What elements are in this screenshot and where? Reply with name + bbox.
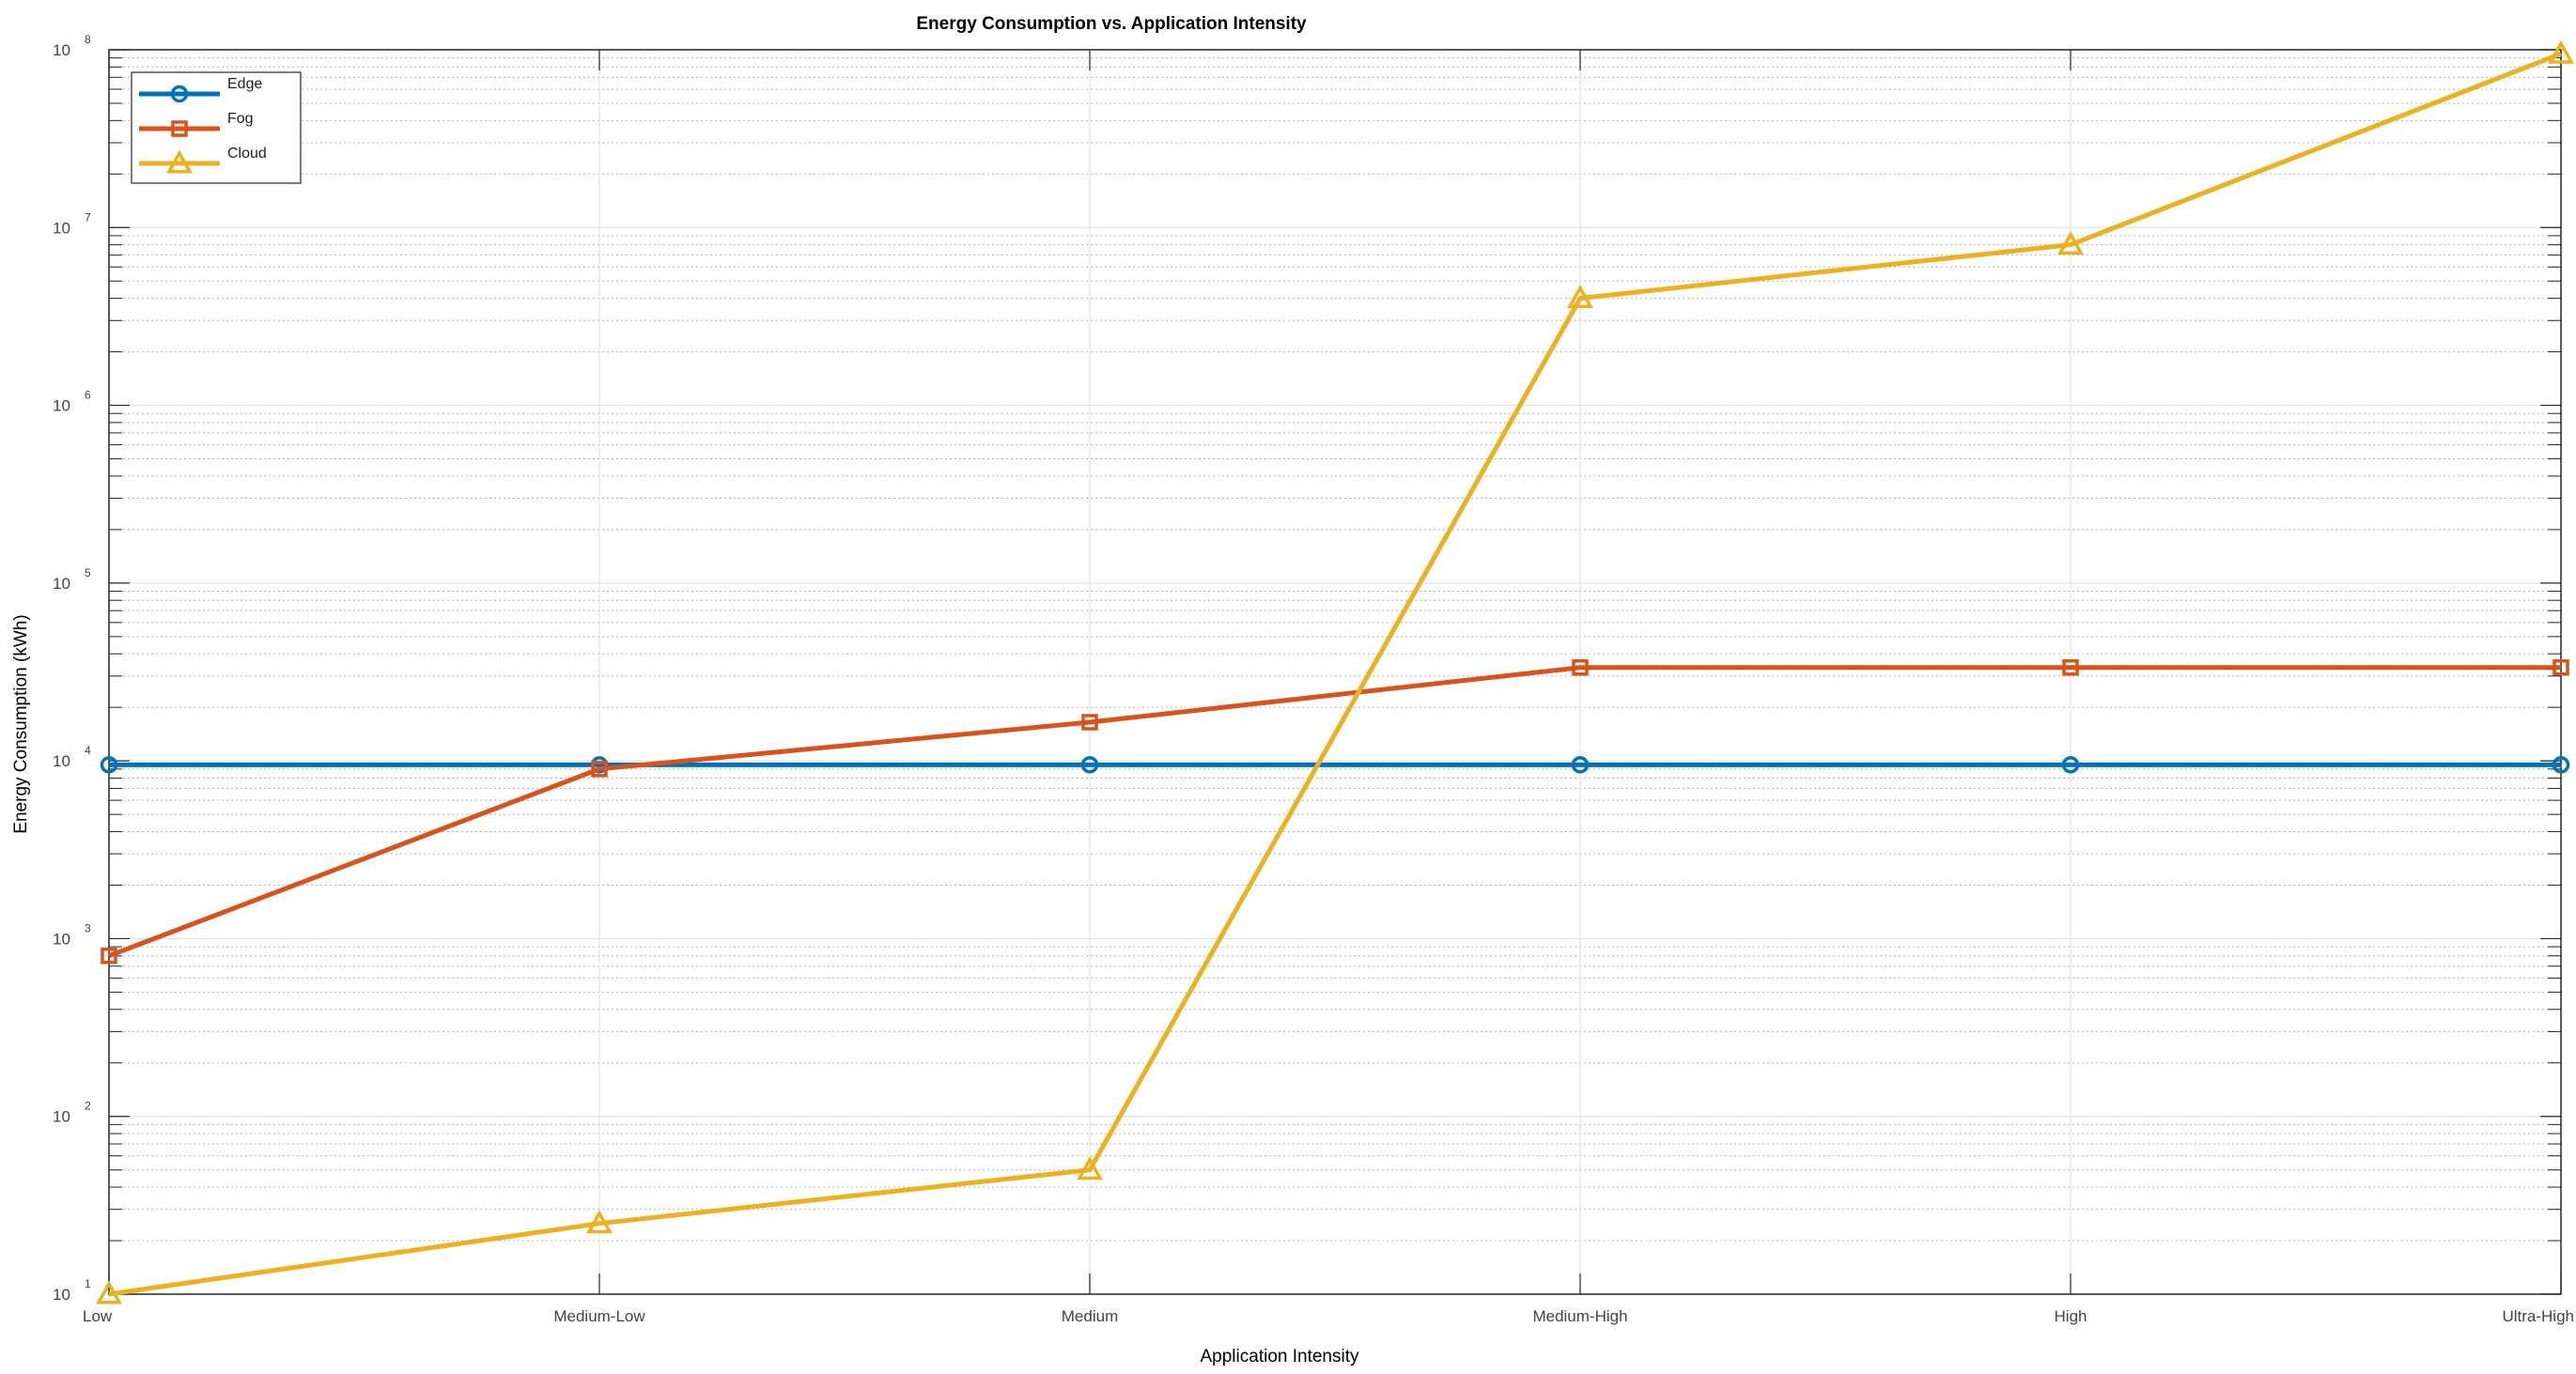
data-point-fog bbox=[591, 761, 608, 778]
chart-title: Energy Consumption vs. Application Inten… bbox=[916, 14, 1307, 34]
y-tick-exponent: 7 bbox=[85, 210, 91, 224]
data-point-edge bbox=[2061, 756, 2080, 774]
data-point-fog bbox=[2062, 659, 2079, 676]
data-point-fog bbox=[101, 948, 117, 965]
y-tick-label: 10 bbox=[53, 575, 70, 593]
y-axis-label: Energy Consumption (kWh) bbox=[11, 614, 31, 833]
x-tick-label: Ultra-High bbox=[2502, 1307, 2574, 1325]
series-cloud bbox=[96, 39, 2574, 1305]
data-point-fog bbox=[1081, 714, 1098, 731]
legend-label-cloud: Cloud bbox=[227, 146, 267, 162]
data-point-edge bbox=[2552, 756, 2570, 774]
x-tick-label: Medium-Low bbox=[553, 1307, 645, 1325]
plot-frame bbox=[108, 49, 2562, 1295]
legend-marker-fog bbox=[171, 120, 188, 137]
data-point-cloud bbox=[1567, 285, 1593, 309]
y-tick-label: 10 bbox=[53, 397, 70, 415]
x-tick-label: Medium bbox=[1062, 1307, 1118, 1325]
y-tick-exponent: 5 bbox=[85, 566, 91, 579]
data-point-cloud bbox=[586, 1210, 613, 1234]
y-tick-label: 10 bbox=[53, 1108, 70, 1126]
data-point-fog bbox=[1572, 659, 1589, 676]
data-point-cloud bbox=[1077, 1156, 1103, 1181]
y-tick-exponent: 6 bbox=[85, 389, 91, 402]
data-point-cloud bbox=[2057, 231, 2084, 255]
y-axis-ticks: 10 1 10 2 10 3 10 4 10 5 10 6 10 7 10 8 bbox=[53, 33, 91, 1304]
y-tick-exponent: 3 bbox=[85, 921, 91, 934]
legend: Edge Fog Cloud bbox=[131, 71, 302, 184]
x-tick-label: High bbox=[2055, 1307, 2087, 1325]
data-point-edge bbox=[1571, 756, 1590, 774]
y-tick-exponent: 4 bbox=[85, 744, 91, 757]
series bbox=[96, 39, 2574, 1305]
y-tick-exponent: 1 bbox=[85, 1277, 91, 1290]
y-tick-label: 10 bbox=[53, 930, 70, 948]
y-tick-label: 10 bbox=[53, 219, 70, 237]
data-point-edge bbox=[100, 756, 118, 774]
data-point-fog bbox=[2553, 659, 2569, 676]
data-point-cloud bbox=[2548, 39, 2574, 64]
legend-marker-cloud bbox=[166, 149, 193, 174]
series-line-fog bbox=[108, 665, 2561, 959]
y-tick-label: 10 bbox=[53, 1286, 70, 1304]
series-fog bbox=[101, 659, 2569, 965]
y-tick-label: 10 bbox=[53, 41, 70, 59]
legend-marker-edge bbox=[170, 85, 189, 103]
data-point-edge bbox=[1080, 756, 1099, 774]
y-tick-exponent: 8 bbox=[85, 33, 91, 46]
data-point-cloud bbox=[96, 1280, 122, 1305]
legend-label-fog: Fog bbox=[227, 111, 254, 127]
x-axis-ticks: Low Medium-Low Medium Medium-High High Ultra-… bbox=[83, 1307, 2574, 1325]
x-axis-label: Application Intensity bbox=[1201, 1347, 1359, 1366]
series-edge bbox=[100, 756, 2570, 774]
y-tick-exponent: 2 bbox=[85, 1100, 91, 1113]
y-tick-label: 10 bbox=[53, 752, 70, 770]
x-tick-label: Medium-High bbox=[1532, 1307, 1627, 1325]
series-line-cloud bbox=[108, 51, 2562, 1297]
legend-label-edge: Edge bbox=[227, 76, 262, 92]
x-tick-label: Low bbox=[83, 1307, 113, 1325]
